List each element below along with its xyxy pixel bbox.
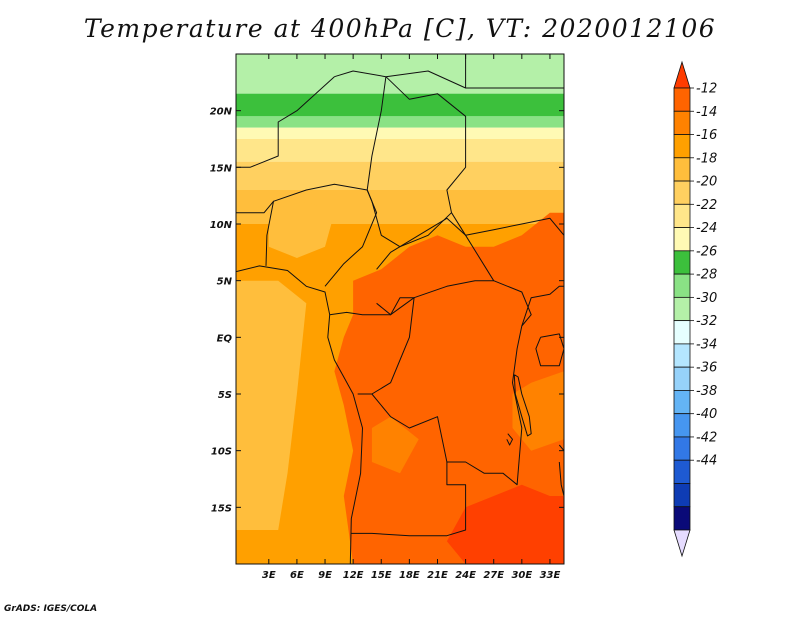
colorbar-swatch-15 [673, 436, 691, 461]
border-libya-south [334, 54, 467, 89]
temperature-field [236, 54, 564, 564]
temp-region-sahel-cool-lobe [268, 201, 335, 258]
lon-label-12E: 12E [343, 570, 364, 581]
lon-label-33E: 33E [540, 570, 561, 581]
border-congo-gabon [329, 297, 415, 395]
temp-band-2 [236, 116, 564, 128]
colorbar-label-11: -34 [696, 337, 717, 352]
lat-label-10N: 10N [210, 220, 233, 231]
temp-region-southeast-hot-spot [446, 484, 564, 564]
colorbar-swatch-16 [673, 459, 691, 484]
border-angola-zambia [351, 462, 467, 537]
colorbar-arrow-bottom [673, 529, 691, 558]
axis-ticks: 20N 15N 10N 5N EQ 5S 10S 15S 3E 6E 9E 12E 15E 18E 21E 2… [210, 54, 564, 581]
colorbar-label-3: -18 [696, 151, 717, 166]
colorbar-label-8: -28 [696, 268, 717, 283]
colorbar-swatch-2 [673, 134, 691, 159]
colorbar-swatch-1 [673, 110, 691, 135]
colorbar-swatch-5 [673, 203, 691, 228]
grads-credit: GrADS: IGES/COLA [4, 604, 98, 614]
colorbar-swatch-7 [673, 250, 691, 275]
temp-band-1 [236, 93, 564, 117]
colorbar-label-4: -20 [696, 175, 717, 190]
colorbar-swatch-18 [673, 506, 691, 531]
border-coastline [236, 265, 363, 564]
colorbar-swatch-0 [673, 87, 691, 112]
political-borders [236, 54, 564, 564]
border-niger-mali [236, 76, 335, 168]
lon-label-18E: 18E [399, 570, 420, 581]
lon-label-6E: 6E [290, 570, 304, 581]
colorbar-label-7: -26 [696, 244, 717, 259]
colorbar-swatch-8 [673, 273, 691, 298]
lon-label-21E: 21E [427, 570, 448, 581]
colorbar-arrow-top [673, 60, 691, 89]
temp-region-central-warm-spot [371, 416, 419, 474]
colorbar-label-10: -32 [696, 314, 717, 329]
colorbar-label-0: -12 [696, 82, 717, 97]
border-niger-nigeria [273, 183, 378, 287]
plot-frame [235, 53, 565, 565]
lon-label-3E: 3E [262, 570, 276, 581]
colorbar-label-12: -36 [696, 361, 717, 376]
colorbar-label-5: -22 [696, 198, 717, 213]
temp-band-0 [236, 54, 564, 94]
colorbar-swatch-11 [673, 343, 691, 368]
border-sudan-south [451, 212, 564, 236]
colorbar-label-13: -38 [696, 384, 717, 399]
colorbar-swatch-13 [673, 390, 691, 415]
colorbar-swatch-9 [673, 296, 691, 322]
border-west-coast-states [236, 200, 274, 266]
colorbar-swatch-12 [673, 366, 691, 391]
colorbar-label-2: -16 [696, 128, 717, 143]
lon-label-9E: 9E [318, 570, 332, 581]
temp-region-western-cool-strip [236, 280, 307, 530]
border-drc-border [357, 280, 532, 486]
lat-label-EQ: EQ [217, 333, 233, 344]
colorbar-swatch-10 [673, 320, 691, 345]
colorbar-label-9: -30 [696, 291, 717, 306]
colorbar: -12 -14 -16 -18 -20 -22 -24 -26 -28 -30 -32 -34 -36 -… [673, 60, 717, 558]
lon-label-24E: 24E [455, 570, 476, 581]
temp-band-4 [236, 139, 564, 162]
border-lake-victoria [535, 333, 564, 367]
colorbar-label-6: -24 [696, 221, 717, 236]
lon-label-27E: 27E [483, 570, 504, 581]
lat-label-5S: 5S [218, 390, 232, 401]
colorbar-swatch-6 [673, 227, 691, 252]
colorbar-label-14: -40 [696, 407, 717, 422]
colorbar-label-1: -14 [696, 105, 717, 120]
lat-label-15N: 15N [210, 163, 233, 174]
border-uganda-kenya [521, 285, 564, 327]
colorbar-label-16: -44 [696, 454, 717, 469]
temp-band-3 [236, 127, 564, 139]
colorbar-swatch-4 [673, 180, 691, 205]
temp-band-5 [236, 161, 564, 190]
border-chad-border [366, 76, 467, 248]
chart-title: Temperature at 400hPa [C], VT: 202001210… [83, 14, 717, 43]
border-lake-mweru [506, 433, 513, 446]
lon-label-15E: 15E [371, 570, 392, 581]
border-lake-malawi [558, 444, 564, 497]
colorbar-swatch-3 [673, 157, 691, 182]
temp-region-eastern-warm-band [512, 371, 564, 451]
lon-label-30E: 30E [511, 570, 532, 581]
border-lake-tanganyika [513, 374, 532, 437]
lat-label-10S: 10S [211, 447, 232, 458]
lat-label-20N: 20N [210, 107, 233, 118]
colorbar-swatch-14 [673, 413, 691, 438]
colorbar-label-15: -42 [696, 430, 717, 445]
lat-label-15S: 15S [211, 503, 232, 514]
lat-label-5N: 5N [217, 277, 233, 288]
colorbar-swatch-17 [673, 483, 691, 508]
